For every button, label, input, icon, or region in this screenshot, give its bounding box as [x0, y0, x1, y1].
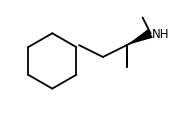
Text: NH: NH — [152, 28, 169, 40]
Polygon shape — [127, 30, 153, 46]
